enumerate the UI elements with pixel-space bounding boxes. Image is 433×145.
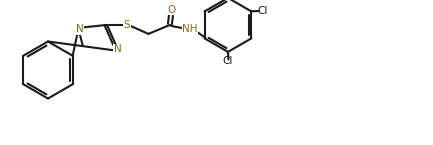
Text: NH: NH (182, 24, 198, 34)
Text: Cl: Cl (258, 6, 268, 16)
Text: O: O (167, 5, 175, 15)
Text: S: S (124, 20, 130, 30)
Text: N: N (76, 24, 84, 34)
Text: N: N (114, 44, 121, 54)
Text: Cl: Cl (223, 56, 233, 66)
